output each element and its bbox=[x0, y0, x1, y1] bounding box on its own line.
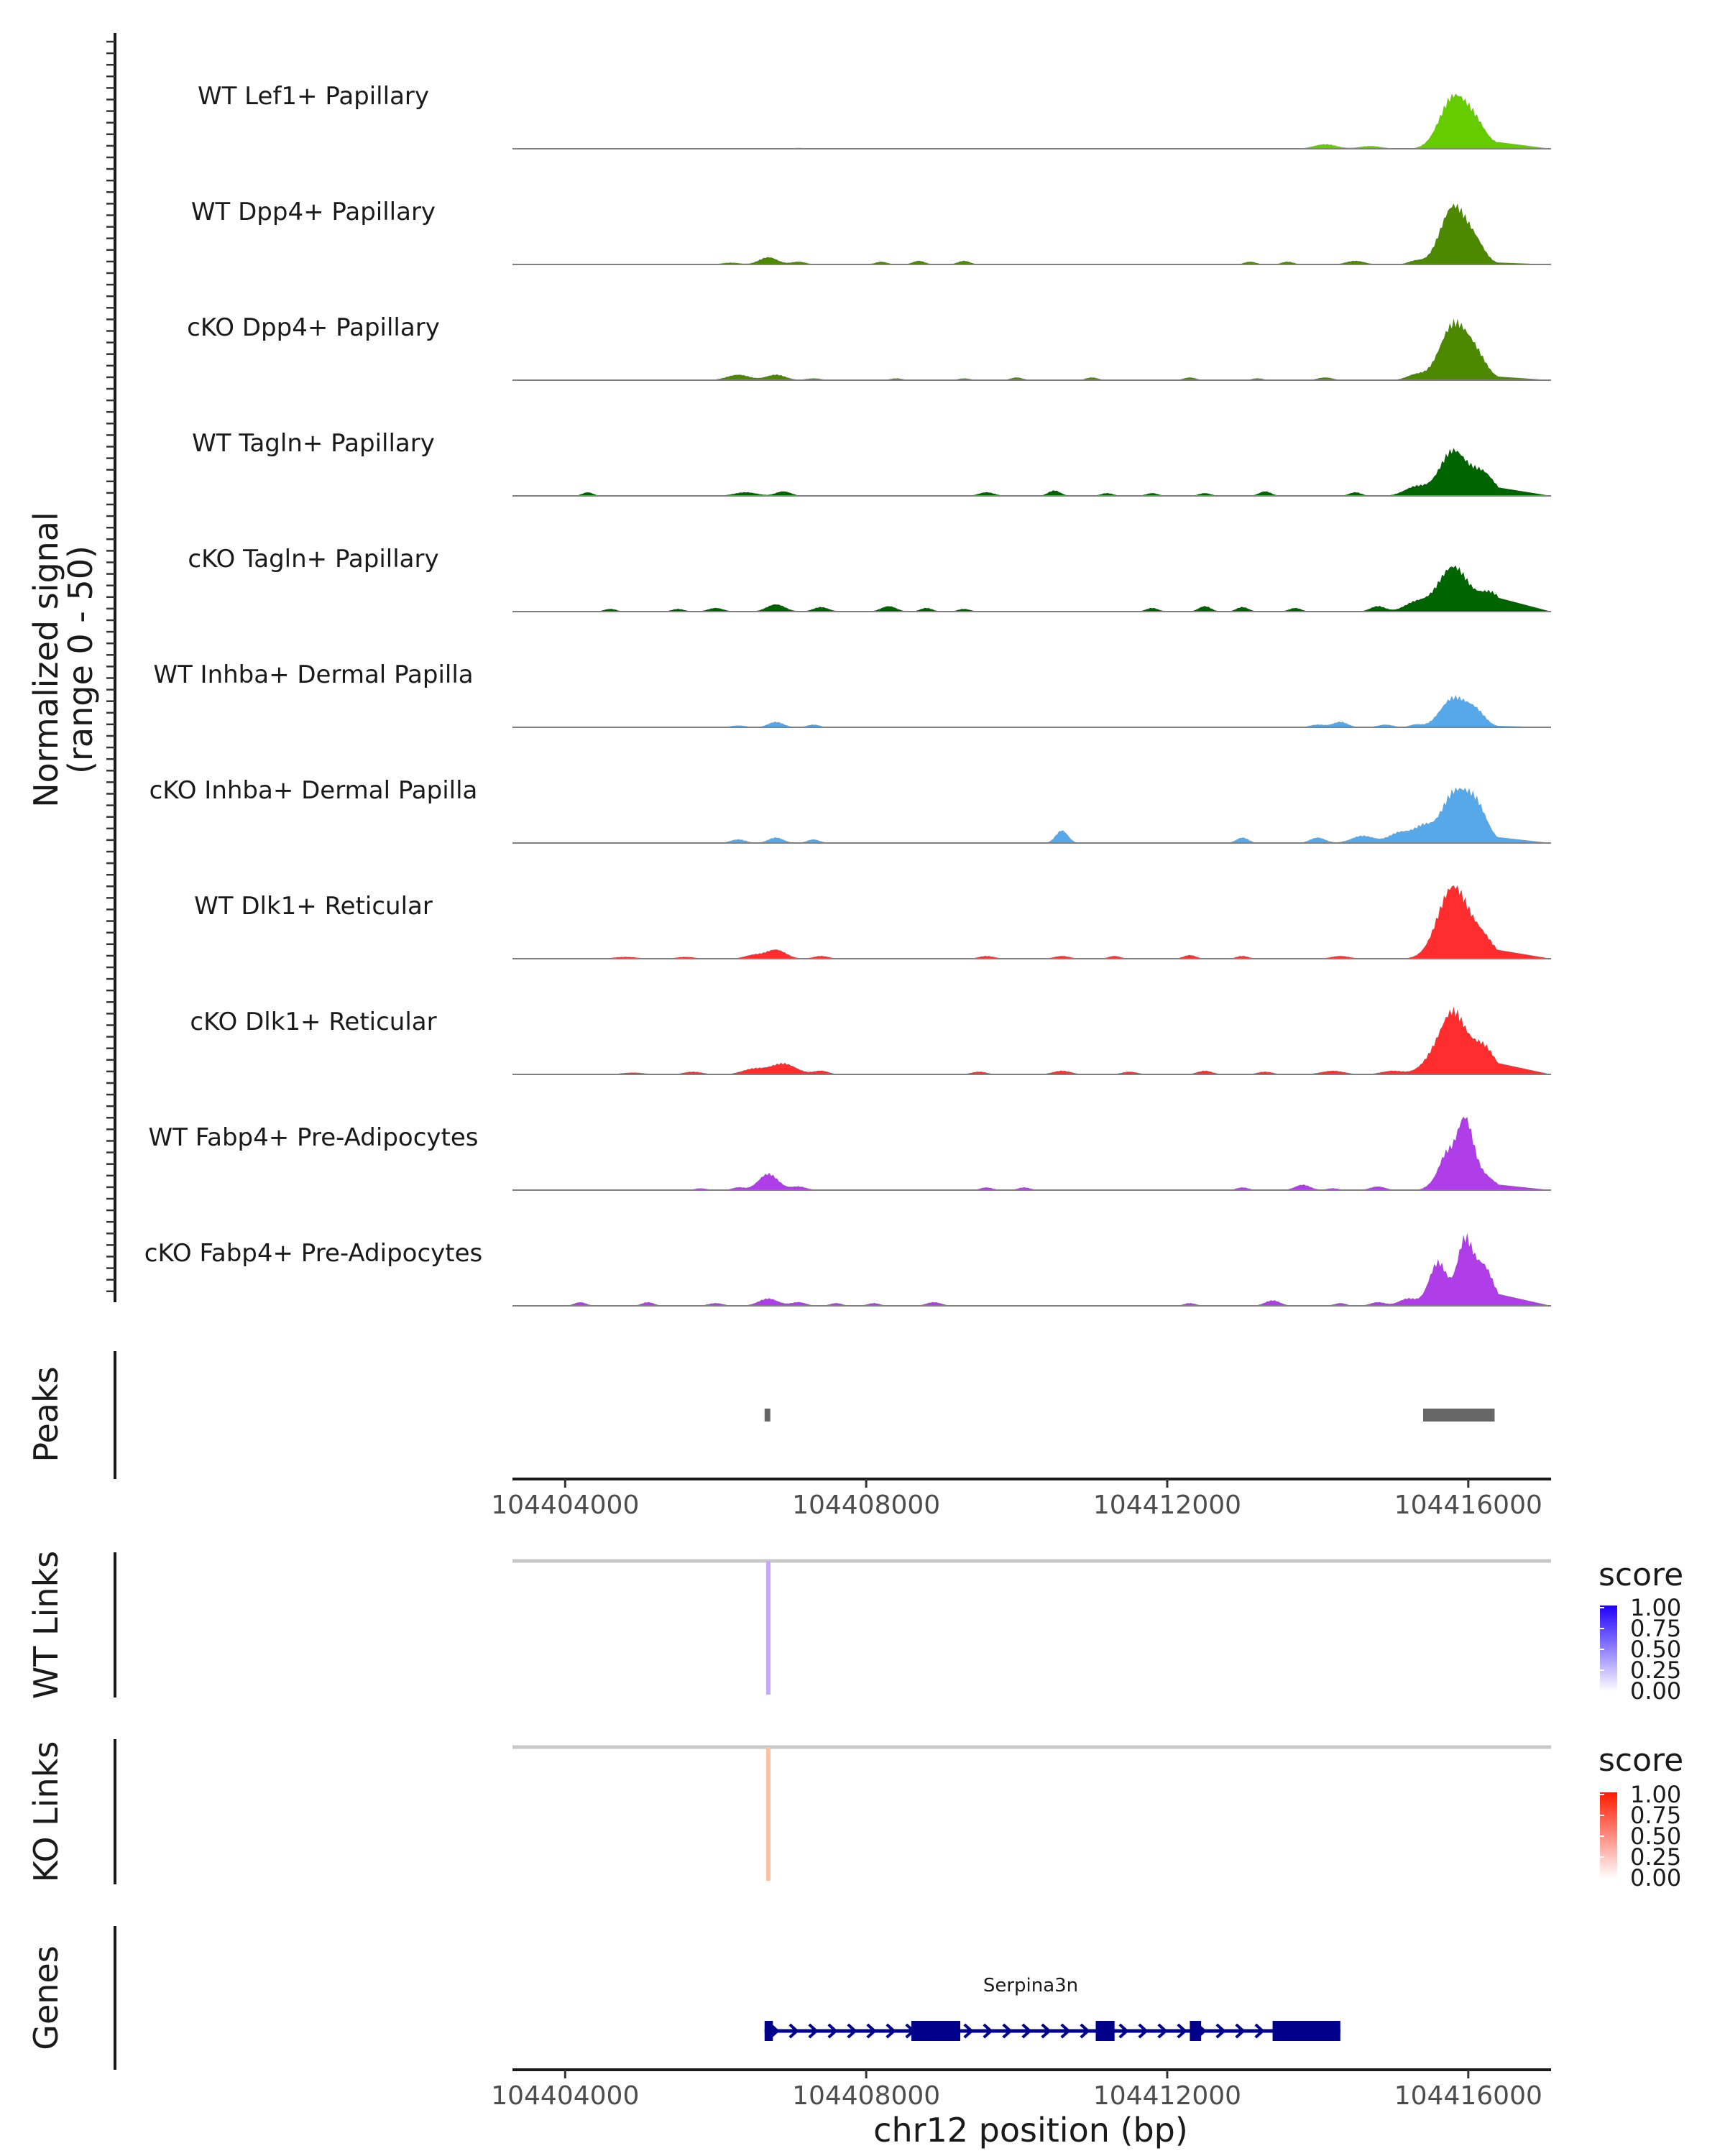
legend-tick-label: 1.00 bbox=[1630, 1781, 1681, 1808]
track-label: cKO Dlk1+ Reticular bbox=[190, 1008, 436, 1036]
strand-arrow bbox=[1002, 2023, 1013, 2039]
x-axis-upper-ticks: 104404000 104408000 104412000 104416000 bbox=[491, 1479, 1542, 1520]
track-label: WT Dlk1+ Reticular bbox=[194, 892, 433, 921]
wt-links-title: WT Links bbox=[27, 1551, 65, 1699]
strand-arrow bbox=[1157, 2023, 1168, 2039]
ko-score-legend: 1.000.750.500.250.00 bbox=[1600, 1781, 1681, 1892]
coverage-area bbox=[512, 695, 1551, 727]
strand-arrow bbox=[1215, 2023, 1226, 2039]
coverage-area bbox=[512, 318, 1551, 380]
ko-link-arc bbox=[766, 1747, 771, 1881]
wt-legend-title: score bbox=[1598, 1557, 1683, 1593]
x-tick-label: 104412000 bbox=[1093, 2081, 1241, 2111]
x-tick-label: 104416000 bbox=[1394, 1491, 1542, 1520]
gene-exon bbox=[1190, 2021, 1202, 2041]
gene-exon bbox=[1095, 2021, 1115, 2041]
coverage-area bbox=[512, 1116, 1551, 1190]
gene-exon bbox=[911, 2021, 961, 2041]
track-label: cKO Tagln+ Papillary bbox=[188, 545, 438, 573]
x-tick-label: 104404000 bbox=[491, 1491, 639, 1520]
strand-arrow bbox=[886, 2023, 896, 2039]
strand-arrow bbox=[1118, 2023, 1129, 2039]
strand-arrow bbox=[1060, 2023, 1071, 2039]
track-label: WT Tagln+ Papillary bbox=[192, 429, 435, 458]
coverage-track: WT Lef1+ Papillary bbox=[198, 82, 1551, 149]
gene-model bbox=[764, 2021, 1340, 2041]
coverage-area bbox=[512, 1006, 1551, 1074]
legend-tick-label: 1.00 bbox=[1630, 1594, 1681, 1621]
coverage-tracks: WT Lef1+ Papillary WT Dpp4+ Papillary cKO … bbox=[144, 82, 1551, 1307]
x-axis-lower-ticks: 104404000 104408000 104412000 104416000 bbox=[491, 2070, 1542, 2111]
strand-arrow bbox=[866, 2023, 877, 2039]
track-label: cKO Dpp4+ Papillary bbox=[187, 313, 440, 342]
track-label: cKO Inhba+ Dermal Papilla bbox=[150, 776, 478, 805]
strand-arrow bbox=[1080, 2023, 1090, 2039]
coverage-area bbox=[512, 565, 1551, 612]
y-axis-range-label: (range 0 - 50) bbox=[61, 545, 100, 774]
strand-arrow bbox=[1021, 2023, 1032, 2039]
gene-label: Serpina3n bbox=[983, 1975, 1078, 1996]
wt-score-legend: 1.000.750.500.250.00 bbox=[1600, 1594, 1681, 1705]
strand-arrow bbox=[847, 2023, 857, 2039]
track-label: WT Fabp4+ Pre-Adipocytes bbox=[149, 1123, 479, 1152]
strand-arrow bbox=[983, 2023, 993, 2039]
legend-tick-label: 0.75 bbox=[1630, 1615, 1681, 1642]
peaks-track-title: Peaks bbox=[27, 1366, 65, 1462]
x-tick-label: 104416000 bbox=[1394, 2081, 1542, 2111]
legend-tick-label: 0.25 bbox=[1630, 1657, 1681, 1684]
coverage-track: WT Dlk1+ Reticular bbox=[194, 885, 1551, 959]
wt-link-arc bbox=[766, 1561, 771, 1695]
ko-legend-title: score bbox=[1598, 1742, 1683, 1779]
gene-exon bbox=[764, 2021, 773, 2041]
strand-arrow bbox=[1235, 2023, 1246, 2039]
legend-tick-label: 0.25 bbox=[1630, 1843, 1681, 1871]
genes-track-title: Genes bbox=[27, 1945, 65, 2050]
strand-arrow bbox=[1041, 2023, 1052, 2039]
coverage-area bbox=[512, 1233, 1551, 1306]
coverage-track: cKO Dpp4+ Papillary bbox=[187, 313, 1551, 381]
peak-region bbox=[1422, 1409, 1495, 1422]
legend-tick-label: 0.00 bbox=[1630, 1677, 1681, 1705]
coverage-area bbox=[512, 203, 1551, 264]
legend-tick-label: 0.00 bbox=[1630, 1864, 1681, 1892]
coverage-track: WT Dpp4+ Papillary bbox=[191, 198, 1551, 265]
coverage-area bbox=[512, 448, 1551, 496]
coverage-area bbox=[512, 885, 1551, 959]
coverage-track: cKO Fabp4+ Pre-Adipocytes bbox=[144, 1233, 1551, 1307]
strand-arrow bbox=[808, 2023, 819, 2039]
x-tick-label: 104408000 bbox=[792, 1491, 940, 1520]
track-label: WT Inhba+ Dermal Papilla bbox=[153, 660, 473, 689]
peak-region bbox=[764, 1409, 770, 1422]
track-label: WT Dpp4+ Papillary bbox=[191, 198, 436, 226]
ko-links-title: KO Links bbox=[27, 1741, 65, 1883]
x-axis-title: chr12 position (bp) bbox=[873, 2111, 1188, 2150]
legend-tick-label: 0.50 bbox=[1630, 1823, 1681, 1850]
x-tick-label: 104404000 bbox=[491, 2081, 639, 2111]
coverage-track: cKO Tagln+ Papillary bbox=[188, 545, 1551, 612]
coverage-track: cKO Inhba+ Dermal Papilla bbox=[150, 776, 1551, 844]
coverage-track: WT Tagln+ Papillary bbox=[192, 429, 1551, 497]
coverage-area bbox=[512, 787, 1551, 843]
x-tick-label: 104408000 bbox=[792, 2081, 940, 2111]
signal-y-ticks bbox=[106, 40, 115, 1293]
y-axis-label: Normalized signal bbox=[27, 512, 65, 808]
legend-tick-label: 0.75 bbox=[1630, 1802, 1681, 1829]
track-label: cKO Fabp4+ Pre-Adipocytes bbox=[144, 1239, 483, 1268]
coverage-track: cKO Dlk1+ Reticular bbox=[190, 1006, 1551, 1075]
coverage-area bbox=[512, 93, 1551, 149]
strand-arrow bbox=[1177, 2023, 1187, 2039]
strand-arrow bbox=[1138, 2023, 1149, 2039]
coverage-track: WT Inhba+ Dermal Papilla bbox=[153, 660, 1551, 728]
strand-arrow bbox=[1254, 2023, 1265, 2039]
coverage-track: WT Fabp4+ Pre-Adipocytes bbox=[149, 1116, 1551, 1191]
peak-regions bbox=[764, 1409, 1495, 1422]
gene-exon bbox=[1272, 2021, 1340, 2041]
legend-tick-label: 0.50 bbox=[1630, 1636, 1681, 1663]
track-label: WT Lef1+ Papillary bbox=[198, 82, 429, 111]
strand-arrow bbox=[827, 2023, 838, 2039]
strand-arrow bbox=[963, 2023, 974, 2039]
x-tick-label: 104412000 bbox=[1093, 1491, 1241, 1520]
strand-arrow bbox=[788, 2023, 799, 2039]
